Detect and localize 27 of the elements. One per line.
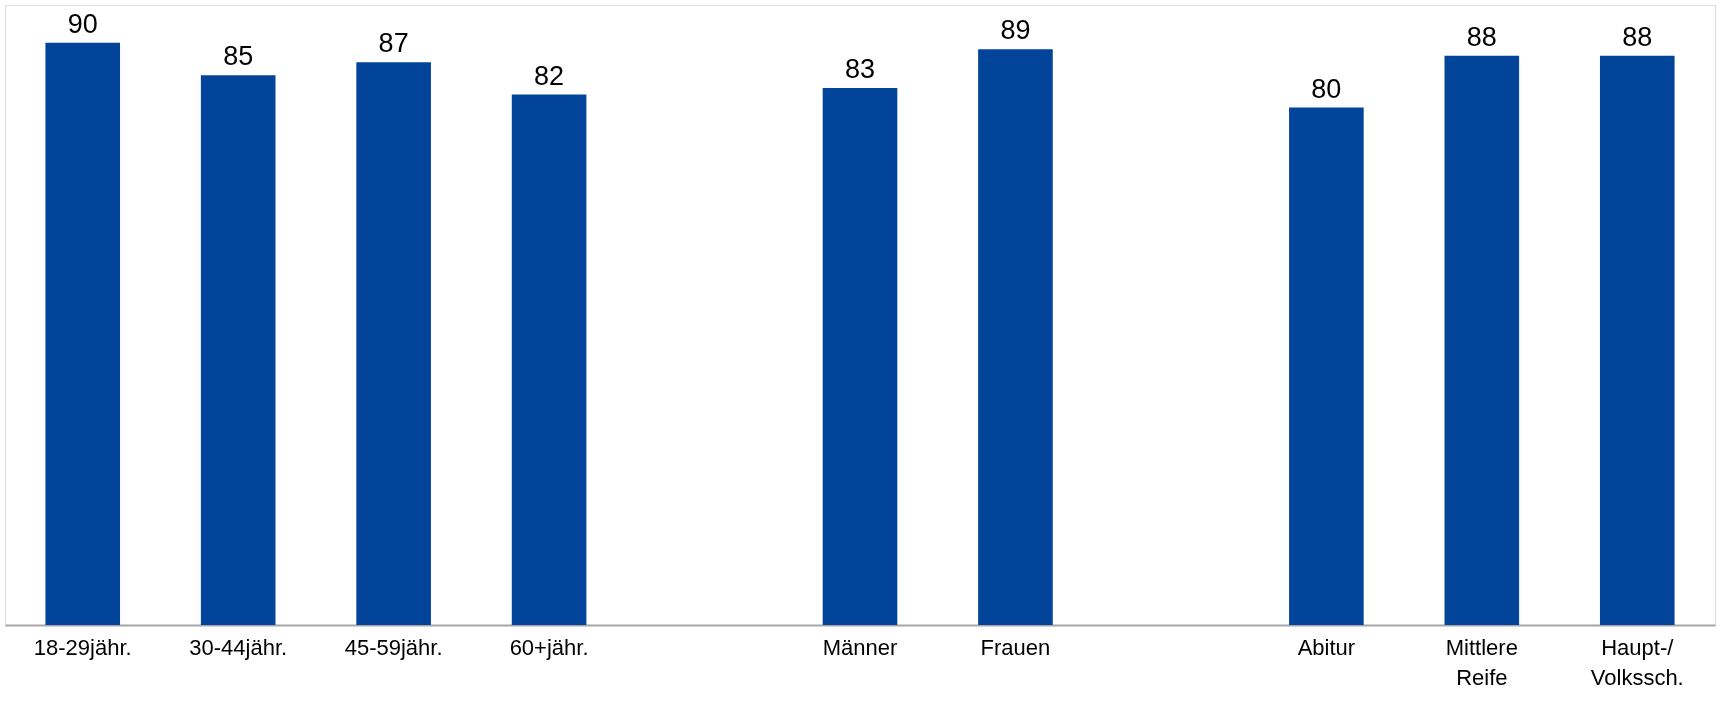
x-tick-label: 30-44jähr. [189, 634, 288, 660]
x-tick-label: Haupt-/ Volkssch. [1590, 634, 1684, 690]
data-label: 89 [1000, 15, 1031, 46]
x-tick-label: Mittlere Reife [1445, 634, 1518, 690]
bar [200, 75, 276, 625]
x-tick-label: 60+jähr. [509, 634, 589, 660]
data-label: 85 [223, 41, 254, 72]
data-label: 90 [67, 8, 98, 39]
data-label: 82 [534, 60, 565, 91]
data-label: 83 [844, 54, 876, 85]
bar [356, 62, 431, 625]
bar [822, 88, 898, 625]
bar [978, 49, 1053, 625]
data-label: 87 [378, 28, 409, 59]
bar [1289, 107, 1364, 625]
data-label: 80 [1311, 73, 1342, 104]
data-label: 88 [1622, 21, 1653, 52]
bar [1599, 55, 1675, 625]
bar [511, 94, 587, 625]
bar [45, 42, 121, 625]
x-tick-label: Frauen [980, 634, 1051, 660]
x-tick-label: Abitur [1297, 634, 1356, 660]
bar [1444, 55, 1520, 625]
x-tick-label: Männer [822, 634, 898, 660]
x-tick-label: 18-29jähr. [33, 634, 132, 660]
x-tick-label: 45-59jähr. [344, 634, 443, 660]
data-label: 88 [1466, 21, 1497, 52]
